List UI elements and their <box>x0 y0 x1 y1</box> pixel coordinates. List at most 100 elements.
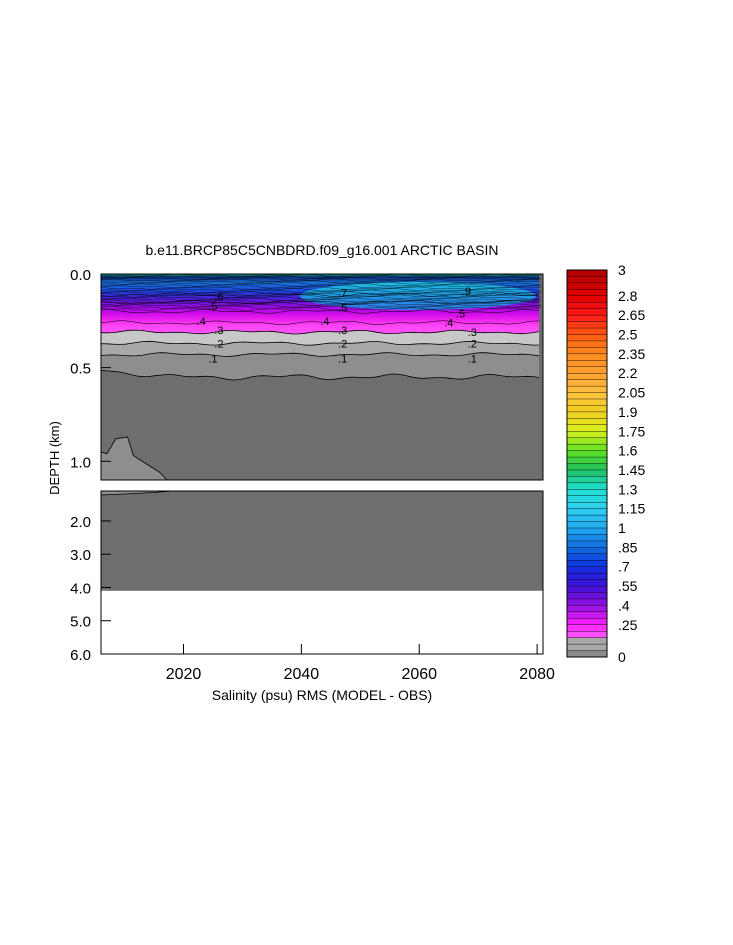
y-tick-label: 5.0 <box>70 614 91 631</box>
colorbar-label: .4 <box>618 597 630 613</box>
contour-line <box>101 309 540 314</box>
contour-lines <box>101 274 542 381</box>
colorbar-bin <box>566 566 608 574</box>
colorbar-bin <box>566 514 608 523</box>
colorbar-bin <box>566 443 608 452</box>
y-tick-label: 0.0 <box>70 267 91 284</box>
colorbar-frame <box>566 269 608 658</box>
colorbar-bin <box>566 314 608 323</box>
contour-label: .2 <box>338 338 347 350</box>
colorbar-bin <box>566 321 608 329</box>
colorbar-bin <box>566 598 608 606</box>
colorbar-bin <box>566 327 608 335</box>
colorbar-bin <box>566 540 608 548</box>
colorbar-label: 1.3 <box>618 481 638 497</box>
colorbar-bin <box>566 437 608 445</box>
contour-label: .1 <box>338 353 347 365</box>
colorbar-bin <box>566 605 608 613</box>
colorbar-label: 2.5 <box>618 327 638 343</box>
colorbar-bin <box>566 373 608 381</box>
colorbar-bin <box>566 450 608 458</box>
colorbar-label: 1 <box>618 520 626 536</box>
colorbar-bin <box>566 534 608 542</box>
colorbar-bin <box>566 527 608 535</box>
colorbar-bin <box>566 340 608 348</box>
upper-panel-frame <box>100 273 544 481</box>
chart-title: b.e11.BRCP85C5CNBDRD.f09_g16.001 ARCTIC … <box>145 242 498 258</box>
contour-label: .4 <box>197 316 206 328</box>
colorbar-label: 1.9 <box>618 404 638 420</box>
contour-label: .5 <box>338 303 347 315</box>
colorbar-bin <box>566 579 608 587</box>
contour-label: .3 <box>338 325 347 337</box>
surface-contour-line <box>101 307 542 311</box>
y-tick-label: 1.0 <box>70 454 91 471</box>
band-0-2 <box>101 330 539 346</box>
contour-line <box>101 329 540 335</box>
colorbar-bin <box>566 521 608 529</box>
upper-panel: .6.5.4.3.2.1.7.5.4.3.2.1.9.5.4.3.2.1 <box>101 274 543 480</box>
surface-contour-line <box>101 299 542 303</box>
contour-label: .6 <box>214 291 223 303</box>
colorbar-label: 1.75 <box>618 423 645 439</box>
colorbar-bin <box>566 431 608 439</box>
lower-panel-frame <box>100 490 544 655</box>
surface-contour-line <box>101 295 542 300</box>
colorbar-bin <box>566 411 608 419</box>
colorbar-labels: 3 2.8 2.65 2.5 2.35 2.2 2.05 1.9 1.75 1.6 1.45 1.3 1… <box>618 262 645 665</box>
contour-label: .7 <box>338 288 347 300</box>
lower-panel <box>101 491 543 591</box>
contour-label: .1 <box>208 353 217 365</box>
colorbar-bin <box>566 560 608 568</box>
lower-left-bump <box>101 436 168 480</box>
colorbar-bin <box>566 482 608 490</box>
colorbar-bin <box>566 456 608 464</box>
colorbar-bin <box>566 398 608 406</box>
contour-label: .4 <box>320 316 329 328</box>
colorbar-label: 1.6 <box>618 443 638 459</box>
colorbar-bin <box>566 392 608 400</box>
y-ticks-upper: 0.0 0.5 1.0 <box>70 267 111 471</box>
contour-label: .3 <box>468 327 477 339</box>
y-ticks-lower: 2.0 3.0 4.0 5.0 6.0 <box>70 514 111 664</box>
contour-line <box>101 369 540 381</box>
lower-deep-fill <box>101 491 543 591</box>
colorbar-bin <box>566 418 608 426</box>
colorbar-bin <box>566 405 608 413</box>
x-ticks: 2020 2040 2060 2080 <box>166 644 555 683</box>
surface-contour-line <box>101 294 542 299</box>
colorbar-bin <box>566 276 608 284</box>
colorbar-bin <box>566 282 608 290</box>
colorbar-bin <box>566 502 608 510</box>
colorbar-label: .7 <box>618 559 630 575</box>
y-tick-label: 6.0 <box>70 647 91 664</box>
surface-contour-line <box>101 302 541 306</box>
y-axis-label: DEPTH (km) <box>47 421 62 495</box>
contour-label: .5 <box>456 308 465 320</box>
colorbar-bin <box>566 611 608 619</box>
colorbar-label: 1.15 <box>618 501 645 517</box>
colorbar-bin <box>566 289 608 297</box>
contour-labels: .6.5.4.3.2.1.7.5.4.3.2.1.9.5.4.3.2.1 <box>197 286 477 365</box>
surface-contour-line <box>101 275 541 279</box>
surface-contour-line <box>101 300 542 305</box>
y-tick-label: 4.0 <box>70 580 91 597</box>
colorbar-bin <box>566 592 608 600</box>
x-tick-label: 2020 <box>166 666 202 683</box>
colorbar-bin <box>566 637 608 645</box>
x-tick-label: 2060 <box>401 666 437 683</box>
band-0-05 <box>101 352 539 380</box>
contour-line <box>101 352 540 357</box>
colorbar-bin <box>566 624 608 632</box>
colorbar-bin <box>566 424 608 432</box>
colorbar-label: 1.45 <box>618 462 645 478</box>
y-tick-label: 3.0 <box>70 547 91 564</box>
colorbar-bin <box>566 385 608 394</box>
y-tick-label: 2.0 <box>70 514 91 531</box>
colorbar-bin <box>566 489 608 497</box>
surface-contour-line <box>101 283 542 287</box>
contour-label: .3 <box>214 325 223 337</box>
colorbar-bin <box>566 643 608 652</box>
surface-contour-line <box>101 278 542 283</box>
